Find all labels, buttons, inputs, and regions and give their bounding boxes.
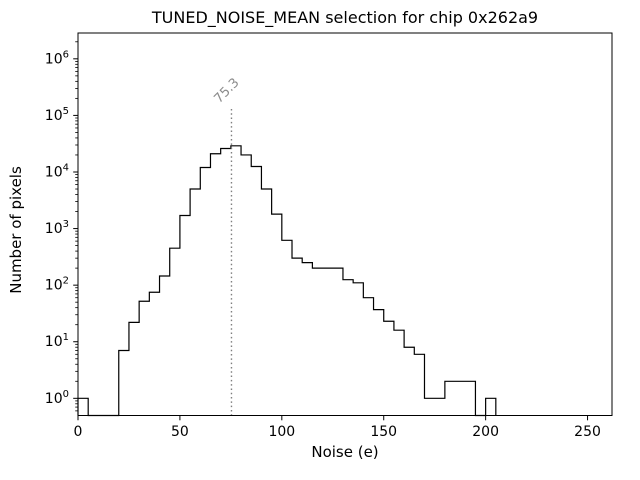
chart-title: TUNED_NOISE_MEAN selection for chip 0x26… [151, 8, 538, 28]
plot-frame [77, 32, 613, 416]
y-tick-label: 101 [45, 332, 69, 350]
y-tick-label: 100 [45, 389, 69, 407]
x-tick-label: 150 [370, 424, 397, 440]
y-tick-labels: 100 101 102 103 104 105 106 [45, 49, 69, 406]
x-axis-label: Noise (e) [311, 443, 378, 461]
y-tick-label: 102 [45, 276, 69, 294]
y-tick-label: 106 [45, 49, 69, 67]
x-tick-label: 50 [171, 424, 189, 440]
y-tick-label: 103 [45, 219, 69, 237]
x-tick-labels: 0 50 100 150 200 250 [74, 424, 601, 440]
x-tick-label: 250 [574, 424, 601, 440]
y-tick-label: 104 [45, 162, 69, 180]
x-tick-label: 200 [472, 424, 499, 440]
histogram-step-path [77, 145, 497, 417]
x-tick-label: 0 [74, 424, 83, 440]
mean-annotation-label: 75.3 [211, 75, 242, 106]
y-tick-label: 105 [45, 106, 69, 124]
x-major-ticks [77, 415, 589, 421]
y-major-ticks [73, 58, 78, 399]
y-axis-label: Number of pixels [7, 166, 25, 294]
x-tick-label: 100 [268, 424, 295, 440]
